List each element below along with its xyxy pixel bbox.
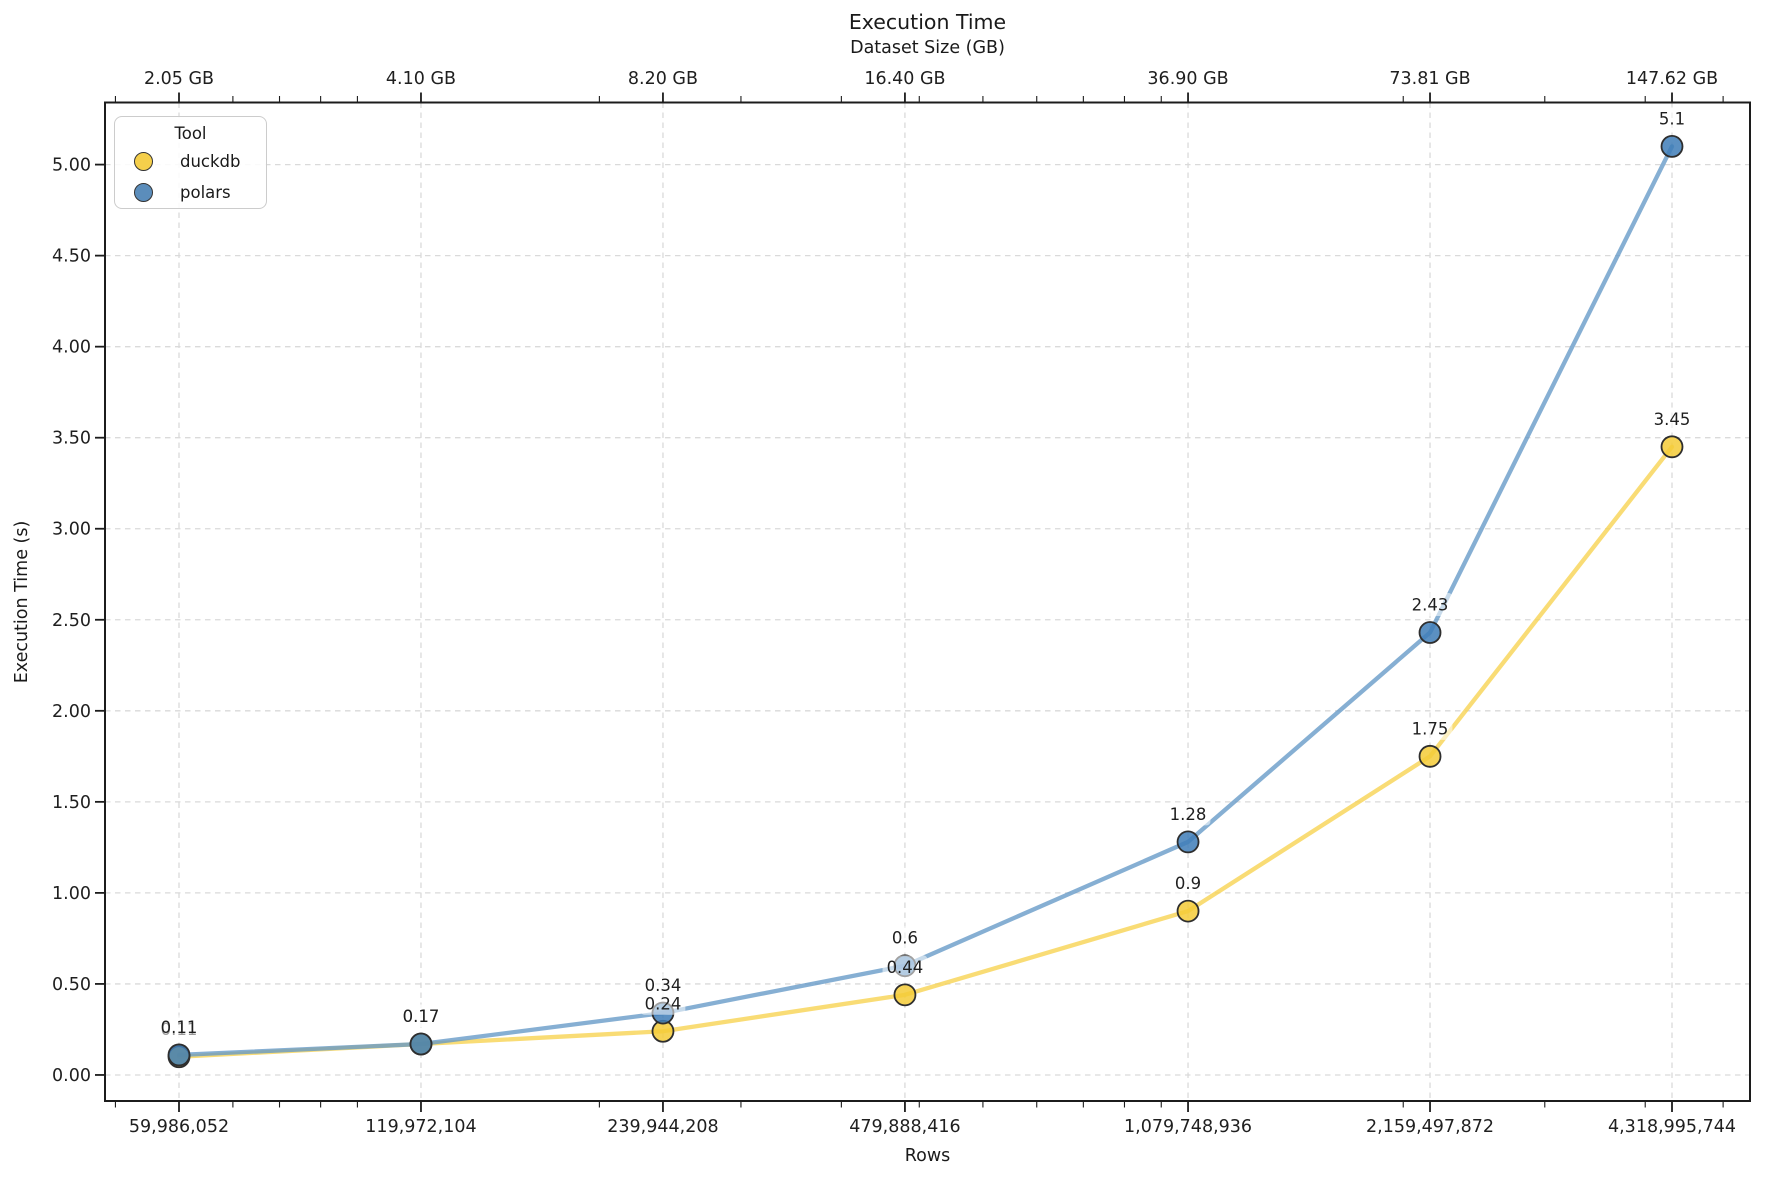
- y-tick-label: 1.50: [52, 793, 91, 813]
- polars-point: [1418, 621, 1442, 644]
- duckdb-point-label: 0.24: [645, 994, 682, 1013]
- point-label-bg: [1407, 593, 1453, 617]
- top-tick-label: 147.62 GB: [1626, 69, 1718, 89]
- legend-title: Tool: [174, 124, 207, 143]
- top-tick-label: 73.81 GB: [1389, 69, 1470, 89]
- point-label-bg: [882, 955, 928, 979]
- y-tick-label: 1.00: [52, 884, 91, 904]
- duckdb-marker-icon: [134, 152, 153, 171]
- polars-point: [1176, 830, 1200, 854]
- y-axis-title: Execution Time (s): [12, 520, 32, 684]
- polars-point: [409, 1032, 433, 1056]
- top-axis-title: Dataset Size (GB): [850, 38, 1005, 58]
- y-tick-label: 3.50: [52, 429, 91, 449]
- x-tick-label: 119,972,104: [365, 1117, 476, 1137]
- y-tick-label: 0.00: [52, 1066, 91, 1086]
- point-label-bg: [887, 926, 923, 950]
- polars-marker-icon: [134, 183, 153, 202]
- duckdb-point: [1176, 899, 1200, 923]
- point-label-bg: [1170, 871, 1206, 895]
- polars-point-label: 1.28: [1170, 805, 1207, 824]
- y-tick-label: 4.00: [52, 338, 91, 358]
- point-label-bg: [640, 973, 686, 997]
- polars-point-label: 2.43: [1412, 596, 1449, 615]
- point-label-bg: [1654, 106, 1690, 130]
- legend-item-duckdb: duckdb: [115, 146, 266, 177]
- point-label-bg: [156, 1015, 202, 1039]
- legend: Tool duckdb polars: [114, 116, 267, 209]
- x-tick-label: 479,888,416: [849, 1117, 960, 1137]
- duckdb-point-label: 0.44: [887, 958, 924, 977]
- y-tick-label: 2.50: [52, 611, 91, 631]
- x-tick-label: 239,944,208: [607, 1117, 718, 1137]
- polars-point-label: 0.17: [403, 1007, 440, 1026]
- point-label-bg: [640, 991, 686, 1015]
- x-axis-title: Rows: [904, 1146, 951, 1166]
- polars-point: [1660, 134, 1684, 158]
- duckdb-point: [893, 983, 917, 1007]
- top-tick-label: 16.40 GB: [864, 69, 945, 89]
- duckdb-point: [1418, 744, 1442, 768]
- y-tick-label: 2.00: [52, 702, 91, 722]
- x-tick-label: 4,318,995,744: [1608, 1117, 1736, 1137]
- polars-point-label: 0.11: [161, 1018, 198, 1037]
- y-tick-label: 0.50: [52, 975, 91, 995]
- point-label-bg: [398, 1004, 444, 1028]
- top-tick-label: 4.10 GB: [386, 69, 456, 89]
- legend-label-polars: polars: [180, 183, 231, 202]
- duckdb-point-label: 0.9: [1175, 874, 1201, 893]
- duckdb-point-label: 3.45: [1654, 410, 1691, 429]
- point-label-bg: [1649, 407, 1695, 431]
- polars-point-label: 0.34: [645, 976, 682, 995]
- polars-point-label: 0.6: [892, 929, 918, 948]
- x-tick-label: 59,986,052: [129, 1117, 229, 1137]
- duckdb-point: [1660, 435, 1684, 459]
- chart-title: Execution Time: [848, 10, 1007, 34]
- top-tick-label: 2.05 GB: [144, 69, 214, 89]
- duckdb-point-label: 1.75: [1412, 719, 1449, 738]
- x-tick-label: 2,159,497,872: [1366, 1117, 1494, 1137]
- point-label-bg: [1165, 802, 1211, 826]
- y-tick-label: 4.50: [52, 247, 91, 267]
- legend-label-duckdb: duckdb: [180, 152, 241, 171]
- point-label-bg: [1407, 716, 1453, 740]
- y-tick-label: 3.00: [52, 520, 91, 540]
- polars-point-label: 5.1: [1659, 109, 1685, 128]
- top-tick-label: 8.20 GB: [628, 69, 698, 89]
- legend-item-polars: polars: [115, 177, 266, 208]
- top-tick-label: 36.90 GB: [1147, 69, 1228, 89]
- y-tick-label: 5.00: [52, 156, 91, 176]
- plot-border: [104, 101, 1751, 1102]
- x-tick-label: 1,079,748,936: [1124, 1117, 1252, 1137]
- polars-point: [167, 1043, 191, 1067]
